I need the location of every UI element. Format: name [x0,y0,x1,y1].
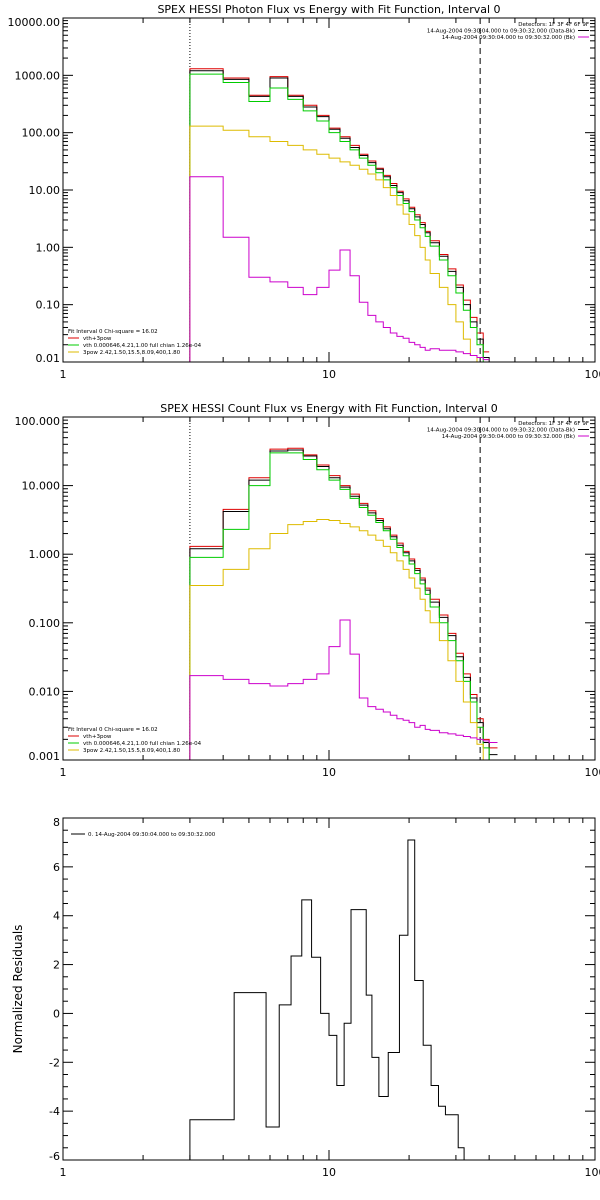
y-axis-label: Normalized Residuals [11,925,25,1054]
y-tick-label: 8 [53,816,60,829]
y-tick-label: 0.01 [36,352,61,365]
chart-title: SPEX HESSI Count Flux vs Energy with Fit… [160,402,497,415]
fit-legend-label-3: 3pow 2.42,1.50,15.5,8.09,400,1.80 [83,748,181,754]
y-tick-label: 10000.00 [8,16,61,29]
chart-panel-0: SPEX HESSI Photon Flux vs Energy with Fi… [8,3,600,381]
x-tick-label: 100 [585,368,600,381]
series-line-0 [189,68,490,362]
y-tick-label: 100.000 [15,415,61,428]
fit-legend-title: Fit Interval 0 Chi-square = 16.02 [68,329,158,335]
header-line-0: Detectors: 1F 3F 4F 6F 9F [518,421,589,427]
y-tick-label: -4 [49,1105,60,1118]
header-line-1: 14-Aug-2004 09:30:04.000 to 09:30:32.000… [427,428,575,434]
fit-legend-label-2: vth 0.000646,4.21,1.00 full chian 1.26e-… [83,741,202,747]
header-line-0: Detectors: 1F 3F 4F 6F 9F [518,22,589,28]
chart-panel-1: SPEX HESSI Count Flux vs Energy with Fit… [15,402,600,779]
chart-title: SPEX HESSI Photon Flux vs Energy with Fi… [157,3,500,16]
series-line-1 [189,449,498,760]
x-tick-label: 10 [322,368,336,381]
y-tick-label: 0.10 [36,299,61,312]
series-line-0 [189,447,498,760]
series-group [189,68,490,362]
series-group [189,839,481,1160]
x-tick-label: 1 [60,766,67,779]
fit-legend-label-3: 3pow 2.42,1.50,15.5,8.09,400,1.80 [83,350,181,356]
plot-frame [62,416,596,761]
y-tick-label: 4 [53,910,60,923]
series-line-0 [189,839,481,1160]
series-line-3 [189,519,498,760]
y-tick-label: 100.00 [22,127,61,140]
y-tick-label: 0.100 [29,617,61,630]
plot-frame [62,17,596,363]
series-line-4 [189,176,490,362]
x-tick-label: 100 [585,766,600,779]
y-tick-label: 10.00 [29,184,61,197]
axis-ticks [62,17,596,363]
series-group [189,447,498,760]
fit-legend-title: Fit Interval 0 Chi-square = 16.02 [68,727,158,733]
y-tick-label: -2 [49,1056,60,1069]
axis-ticks [62,416,596,761]
plot-frame [62,817,596,1161]
y-tick-label: 1.00 [36,241,61,254]
series-line-3 [189,125,490,362]
y-tick-label: 6 [53,861,60,874]
x-tick-label: 10 [322,766,336,779]
y-tick-label: 0.010 [29,685,61,698]
y-tick-label: 10.000 [22,480,61,493]
legend-label-0: 0. 14-Aug-2004 09:30:04.000 to 09:30:32.… [88,832,216,838]
series-line-2 [189,452,498,760]
fit-legend-label-1: vth+3pow [83,734,112,740]
x-tick-label: 1 [60,368,67,381]
header-line-2: 14-Aug-2004 09:30:04.000 to 09:30:32.000… [442,35,575,41]
y-tick-label: 1.000 [29,548,61,561]
fit-legend-label-1: vth+3pow [83,336,112,342]
header-line-1: 14-Aug-2004 09:30:04.000 to 09:30:32.000… [427,29,575,35]
series-line-1 [189,70,490,362]
series-line-2 [189,73,490,362]
header-line-2: 14-Aug-2004 09:30:04.000 to 09:30:32.000… [442,434,575,440]
y-tick-label: 1000.00 [15,69,61,82]
y-tick-label: 0 [53,1007,60,1020]
series-line-4 [189,619,498,760]
x-tick-label: 1 [60,1166,67,1179]
axis-ticks [62,817,596,1161]
chart-panel-2: 1 10 100 -6 -4 -2 0 2 4 6 8 Normalized Residuals 0. … [11,816,600,1179]
x-tick-label: 10 [322,1166,336,1179]
fit-legend-label-2: vth 0.000646,4.21,1.00 full chian 1.26e-… [83,343,202,349]
y-tick-label: -6 [49,1150,60,1163]
y-tick-label: 0.001 [29,750,61,763]
y-tick-label: 2 [53,959,60,972]
x-tick-label: 100 [585,1166,600,1179]
